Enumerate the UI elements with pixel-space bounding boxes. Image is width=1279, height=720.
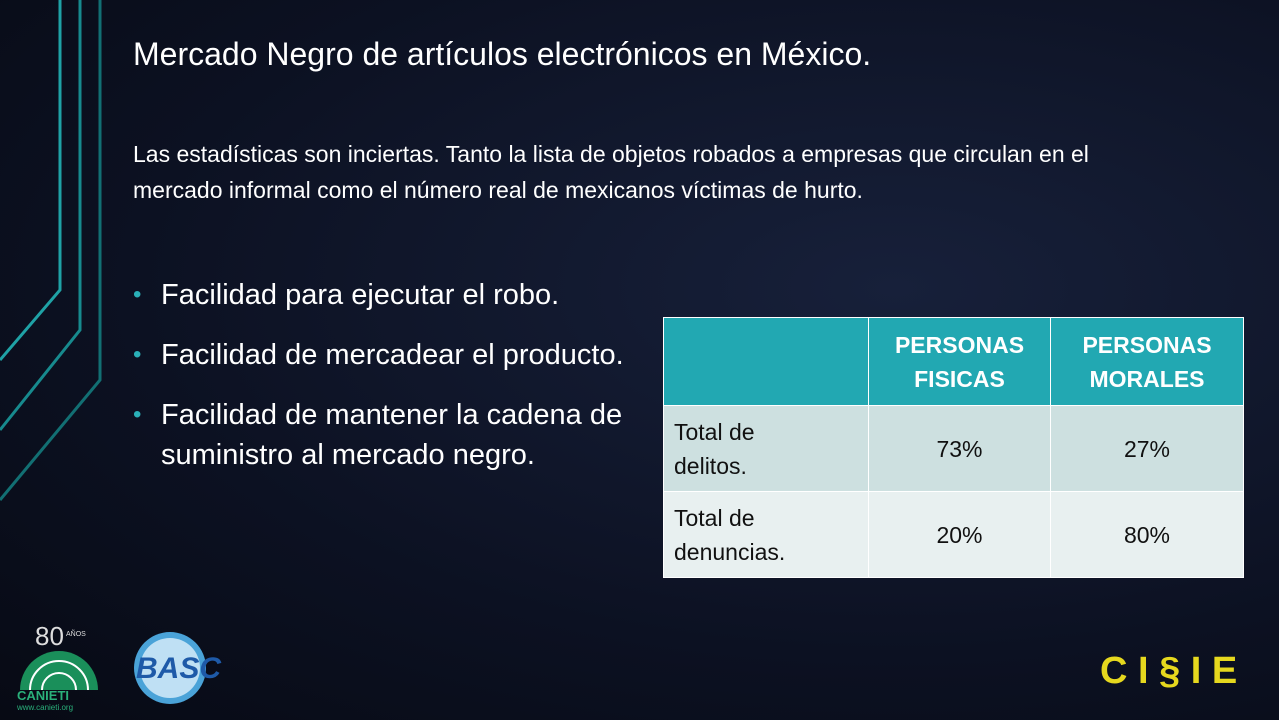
bullet: Facilidad de mercadear el producto. [133, 335, 663, 375]
header-cell: PERSONAS MORALES [1050, 317, 1244, 406]
row-label: Total de delitos. [663, 405, 869, 492]
title: Mercado Negro de artículos electrónicos … [133, 36, 872, 72]
logo-years: 80 [35, 621, 64, 651]
data-table: PERSONAS FISICAS PERSONAS MORALES Total … [663, 317, 1244, 578]
row-label: Total de denuncias. [663, 491, 869, 578]
cell: 27% [1050, 405, 1244, 492]
cell: 80% [1050, 491, 1244, 578]
cell: 20% [868, 491, 1051, 578]
logo-basc: BASC [136, 652, 222, 685]
bullet: Facilidad de mantener la cadena de sumin… [133, 395, 663, 475]
logo-url: www.canieti.org [16, 703, 73, 712]
basc-logo: BASC [134, 632, 222, 704]
header-cell: PERSONAS FISICAS [868, 317, 1051, 406]
cell: 73% [868, 405, 1051, 492]
canieti-logo: 80 AÑOS CANIETI www.canieti.org [16, 621, 98, 712]
header-empty [663, 317, 869, 406]
logo-cisie: C I § I E [1100, 650, 1237, 692]
intro-text: Las estadísticas son inciertas. Tanto la… [133, 141, 1089, 203]
bullet: Facilidad para ejecutar el robo. [133, 275, 663, 315]
logo-canieti: CANIETI [17, 688, 69, 703]
teal-lines [0, 0, 102, 501]
logo-anos: AÑOS [66, 629, 86, 638]
bullet-list: Facilidad para ejecutar el robo. Facilid… [133, 275, 663, 495]
